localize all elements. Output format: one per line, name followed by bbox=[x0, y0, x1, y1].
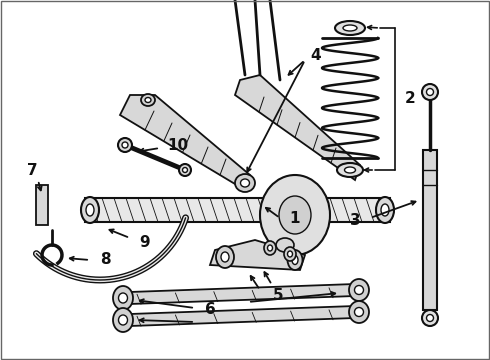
Text: 3: 3 bbox=[350, 212, 360, 228]
Ellipse shape bbox=[376, 197, 394, 223]
Ellipse shape bbox=[179, 164, 191, 176]
Ellipse shape bbox=[119, 315, 127, 325]
Ellipse shape bbox=[381, 204, 389, 216]
Bar bbox=[36, 185, 48, 225]
Ellipse shape bbox=[113, 286, 133, 310]
Ellipse shape bbox=[221, 252, 229, 262]
Ellipse shape bbox=[235, 174, 255, 192]
Ellipse shape bbox=[241, 179, 249, 187]
Ellipse shape bbox=[279, 196, 311, 234]
Ellipse shape bbox=[292, 256, 298, 265]
Ellipse shape bbox=[426, 89, 434, 95]
Text: 10: 10 bbox=[168, 138, 189, 153]
Ellipse shape bbox=[118, 138, 132, 152]
Text: 9: 9 bbox=[140, 234, 150, 249]
Ellipse shape bbox=[343, 25, 357, 31]
Ellipse shape bbox=[422, 310, 438, 326]
Text: 1: 1 bbox=[290, 211, 300, 225]
Ellipse shape bbox=[268, 245, 272, 251]
Ellipse shape bbox=[145, 98, 151, 103]
Text: 7: 7 bbox=[26, 162, 37, 177]
Text: 2: 2 bbox=[405, 90, 416, 105]
Ellipse shape bbox=[288, 250, 302, 270]
Ellipse shape bbox=[344, 167, 356, 173]
Text: 6: 6 bbox=[205, 302, 216, 318]
Ellipse shape bbox=[354, 285, 364, 294]
Ellipse shape bbox=[337, 163, 363, 177]
Ellipse shape bbox=[284, 247, 296, 261]
Ellipse shape bbox=[264, 241, 276, 255]
Bar bbox=[85, 198, 390, 222]
Ellipse shape bbox=[122, 142, 128, 148]
Polygon shape bbox=[210, 240, 305, 270]
Ellipse shape bbox=[288, 251, 293, 257]
Ellipse shape bbox=[349, 279, 369, 301]
Ellipse shape bbox=[354, 307, 364, 316]
Ellipse shape bbox=[426, 315, 434, 321]
Ellipse shape bbox=[216, 246, 234, 268]
Ellipse shape bbox=[86, 204, 94, 216]
Ellipse shape bbox=[141, 94, 155, 106]
Ellipse shape bbox=[119, 293, 127, 303]
Ellipse shape bbox=[81, 197, 99, 223]
Ellipse shape bbox=[113, 308, 133, 332]
Text: 5: 5 bbox=[273, 288, 283, 302]
Ellipse shape bbox=[349, 301, 369, 323]
Polygon shape bbox=[235, 75, 360, 180]
Text: 4: 4 bbox=[311, 48, 321, 63]
Ellipse shape bbox=[182, 167, 188, 172]
Ellipse shape bbox=[260, 175, 330, 255]
Polygon shape bbox=[115, 306, 355, 326]
Bar bbox=[423, 150, 437, 310]
Polygon shape bbox=[120, 95, 250, 190]
Ellipse shape bbox=[276, 238, 294, 252]
Ellipse shape bbox=[335, 21, 365, 35]
Ellipse shape bbox=[422, 84, 438, 100]
Text: 8: 8 bbox=[99, 252, 110, 267]
Polygon shape bbox=[115, 284, 355, 304]
